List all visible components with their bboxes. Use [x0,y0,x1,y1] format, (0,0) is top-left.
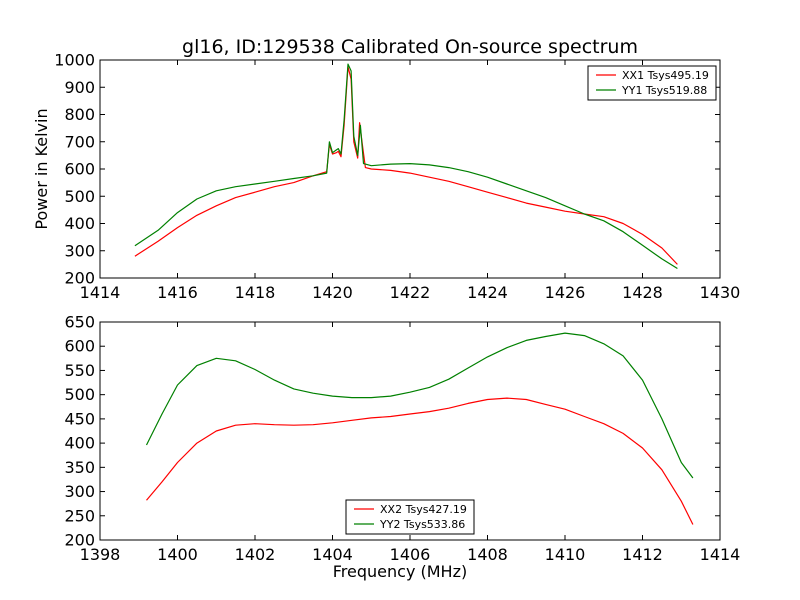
x-axis-label: Frequency (MHz) [333,562,467,581]
series-line-1 [146,397,694,525]
legend: XX1 Tsys495.19 YY1 Tsys519.88 [587,65,717,101]
x-tick-label: 1398 [80,545,121,564]
x-tick-label: 1428 [622,283,663,302]
y-tick-label: 600 [64,337,95,356]
x-tick-label: 1412 [622,545,663,564]
x-tick-label: 1414 [700,545,741,564]
legend-box [345,499,475,535]
y-tick-label: 900 [64,78,95,97]
legend-box [587,65,717,101]
x-tick-label: 1404 [312,545,353,564]
x-tick-label: 1400 [157,545,198,564]
legend-label: YY1 Tsys519.88 [621,84,707,97]
series-line-2 [145,332,694,479]
y-tick-label: 700 [64,132,95,151]
x-tick-label: 1410 [545,545,586,564]
x-tick-label: 1416 [157,283,198,302]
y-tick-label: 450 [64,409,95,428]
y-tick-label: 550 [64,361,95,380]
y-tick-label: 400 [64,214,95,233]
series-group [134,63,678,270]
series-line-1 [134,66,678,265]
y-tick-label: 250 [64,506,95,525]
y-tick-label: 400 [64,434,95,453]
x-tick-label: 1414 [80,283,121,302]
legend: XX2 Tsys427.19 YY2 Tsys533.86 [345,499,475,535]
y-tick-label: 300 [64,482,95,501]
x-tick-label: 1430 [700,283,741,302]
x-tick-label: 1406 [390,545,431,564]
y-axis-label: Power in Kelvin [32,108,51,229]
y-tick-label: 500 [64,187,95,206]
y-tick-label: 500 [64,385,95,404]
y-tick-label: 1000 [54,51,95,70]
spectrum-plot-1: 1414 1416 1418 1420 1422 1424 1426 1428 1430 200 3… [32,51,740,303]
y-tick-label: 350 [64,458,95,477]
x-tick-label: 1420 [312,283,353,302]
y-tick-label: 200 [64,269,95,288]
legend-label: XX1 Tsys495.19 [622,69,709,82]
x-tick-label: 1422 [390,283,431,302]
spectrum-plot-2: 1398 1400 1402 1404 1406 1408 1410 1412 1414 200 2… [64,313,740,582]
series-line-2 [134,63,678,270]
x-tick-label: 1402 [235,545,276,564]
y-tick-label: 200 [64,531,95,550]
chart-title: gl16, ID:129538 Calibrated On-source spe… [182,36,638,58]
legend-label: XX2 Tsys427.19 [380,503,467,516]
x-tick-label: 1424 [467,283,508,302]
x-tick-label: 1426 [545,283,586,302]
y-tick-label: 650 [64,313,95,332]
y-tick-label: 800 [64,105,95,124]
x-tick-label: 1418 [235,283,276,302]
legend-label: YY2 Tsys533.86 [379,518,465,531]
y-tick-label: 600 [64,160,95,179]
series-group [145,332,694,525]
y-tick-label: 300 [64,241,95,260]
x-tick-label: 1408 [467,545,508,564]
